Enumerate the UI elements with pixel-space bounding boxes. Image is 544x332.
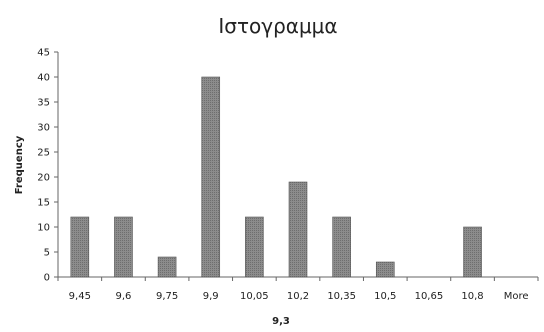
bar-10-05: [245, 216, 264, 278]
x-tick-label: 9,45: [69, 291, 91, 302]
y-tick-label: 40: [37, 73, 50, 84]
y-tick-label: 35: [37, 98, 50, 109]
y-tick-label: 0: [44, 273, 50, 284]
x-tick-label: 9,6: [116, 291, 132, 302]
bar-9-45: [70, 216, 90, 278]
x-tick-label: 10,5: [374, 291, 396, 302]
bar-9-9: [201, 76, 221, 278]
x-tick-label: 10,35: [327, 291, 356, 302]
chart-title: Ιστογραμμα: [218, 14, 337, 38]
bar-10-5: [375, 261, 395, 278]
y-tick-label: 25: [37, 148, 50, 159]
y-tick-label: 15: [37, 198, 50, 209]
bars-group: [70, 76, 482, 278]
x-tick-label: 9,75: [156, 291, 178, 302]
bar-9-75: [157, 256, 177, 278]
x-tick-label: 10,8: [461, 291, 483, 302]
x-tick-label: 10,65: [415, 291, 444, 302]
y-axis-label: Frequency: [14, 135, 25, 194]
x-tick-label: 10,05: [240, 291, 269, 302]
bar-10-8: [463, 226, 482, 278]
bar-9-6: [114, 216, 133, 278]
y-tick-label: 10: [37, 223, 50, 234]
x-axis: 9,45 9,6 9,75 9,9 10,05 10,2 10,35 10,5 10,65 10,…: [57, 276, 539, 302]
x-tick-label: 10,2: [287, 291, 309, 302]
bar-10-35: [332, 216, 351, 278]
y-axis: 0 5 10 15 20 25 30 35 40 45: [37, 48, 59, 284]
x-tick-label: 9,9: [203, 291, 219, 302]
bar-10-2: [288, 181, 308, 278]
y-tick-label: 30: [37, 123, 50, 134]
y-tick-label: 45: [37, 48, 50, 59]
y-tick-label: 20: [37, 173, 50, 184]
x-axis-label: 9,3: [272, 316, 290, 327]
x-tick-label: More: [504, 291, 529, 302]
y-tick-label: 5: [44, 248, 50, 259]
